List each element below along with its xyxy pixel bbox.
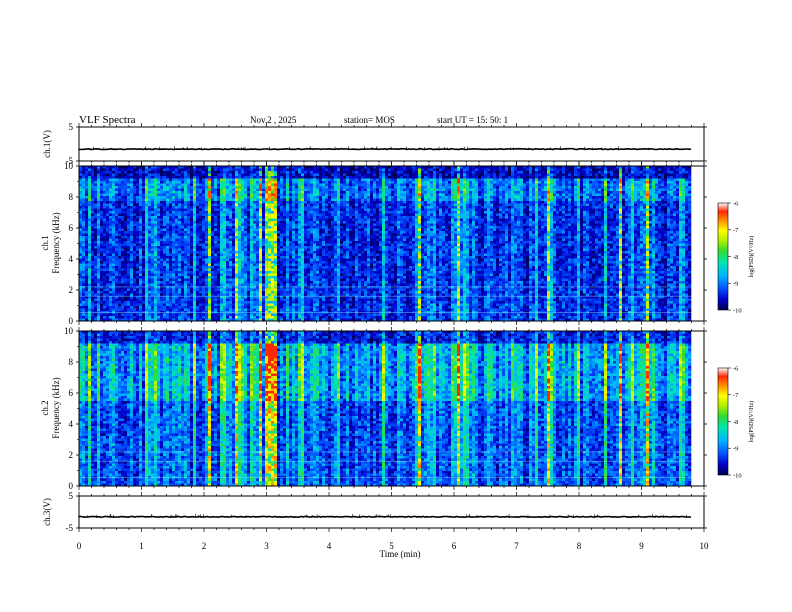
station-label: station= MOS xyxy=(344,115,395,125)
ch2-spectrogram-ytick-label: 4 xyxy=(69,419,74,429)
ch1-voltage-yaxis: 5 -5 xyxy=(66,122,707,166)
ch1-voltage-ylabel: ch.1(V) xyxy=(42,130,52,158)
ch1-voltage-content: 5 -5 xyxy=(66,122,707,166)
ch1-spectrogram-colorbar-tick-label: -6 xyxy=(733,200,739,207)
ch1-spectrogram-colorbar-tick-label: -9 xyxy=(733,281,738,288)
ch2-spectrogram-ylabel-top: ch.2 xyxy=(40,400,50,415)
ch2-spectrogram-colorbar-tick-label: -7 xyxy=(733,392,739,399)
ch1-spectrogram-ytick-label: 0 xyxy=(69,316,74,326)
ch2-spectrogram-heatmap xyxy=(79,331,692,487)
ch3-voltage-ytick-label: 5 xyxy=(69,491,74,501)
ch2-spectrogram-content: -6 -7 -8 -9 -10 log(PSD)(V²/Hz) 10 8 6 4 2 0 xyxy=(64,326,755,491)
panel-ch2-spectrogram xyxy=(78,330,705,487)
panel-ch3-voltage xyxy=(78,495,705,529)
dynamic-layer: 5-5-6-7-8-9-10log(PSD)(V²/Hz)1086420-6-7… xyxy=(64,122,755,551)
ch2-spectrogram-yaxis: 10 8 6 4 2 0 xyxy=(64,326,707,491)
ch2-spectrogram-colorbar xyxy=(717,367,729,476)
ch1-voltage-ytick-label: 5 xyxy=(69,122,74,132)
ch1-spectrogram-ytick-label: 8 xyxy=(69,192,74,202)
ch2-spectrogram-ytick-label: 2 xyxy=(69,450,74,460)
x-tick-label: 0 xyxy=(77,541,82,551)
x-tick-label: 5 xyxy=(389,541,394,551)
ch1-spectrogram-ytick-label: 6 xyxy=(69,223,74,233)
ch1-voltage-ytick-label: -5 xyxy=(66,156,74,166)
ch2-spectrogram-colorbar-tick-label: -8 xyxy=(733,419,738,426)
ch1-spectrogram-heatmap xyxy=(79,166,692,322)
ch1-spectrogram-colorbar xyxy=(717,202,729,311)
x-tick-label: 10 xyxy=(700,541,710,551)
ch1-spectrogram-ytick-label: 4 xyxy=(69,254,74,264)
ch2-spectrogram-colorbar-tick-label: -10 xyxy=(733,472,742,479)
ch3-voltage-ylabel: ch.3(V) xyxy=(42,498,52,526)
ch1-spectrogram-ytick-label: 2 xyxy=(69,285,74,295)
ch2-spectrogram-ytick-label: 8 xyxy=(69,357,74,367)
ch1-voltage-trace xyxy=(78,147,692,151)
x-axis-tick-labels: 0 1 2 3 4 5 6 7 8 9 10 xyxy=(77,541,709,551)
ch1-voltage-xticks xyxy=(78,123,705,165)
panel-ch1-spectrogram xyxy=(78,165,705,322)
ch1-spectrogram-ylabel: Frequency (kHz) xyxy=(51,212,61,273)
ch2-spectrogram-colorbar-label: log(PSD)(V²/Hz) xyxy=(748,401,755,442)
ch2-spectrogram-ytick-label: 0 xyxy=(69,481,74,491)
x-tick-label: 1 xyxy=(139,541,144,551)
ch2-spectrogram-ytick-label: 6 xyxy=(69,388,74,398)
x-tick-label: 6 xyxy=(452,541,457,551)
ch2-spectrogram-colorbar-tick-label: -9 xyxy=(733,446,738,453)
ch2-spectrogram-xticks xyxy=(78,327,705,490)
ch1-spectrogram-colorbar-tick-label: -10 xyxy=(733,307,742,314)
ch1-spectrogram-colorbar-tick-label: -7 xyxy=(733,227,739,234)
x-tick-label: 8 xyxy=(577,541,582,551)
ch1-spectrogram-empty-tail xyxy=(693,167,703,320)
x-axis-label: Time (min) xyxy=(380,549,421,559)
ch1-spectrogram-colorbar-label: log(PSD)(V²/Hz) xyxy=(748,236,755,277)
ch3-voltage-yaxis: 5 -5 xyxy=(66,491,707,533)
panel-ch1-voltage xyxy=(78,126,705,162)
figure-title: VLF Spectra xyxy=(79,114,136,126)
ch2-spectrogram-empty-tail xyxy=(693,332,703,485)
ch2-spectrogram-colorbar-tick-label: -6 xyxy=(733,365,739,372)
ch2-spectrogram-ylabel: Frequency (kHz) xyxy=(51,377,61,438)
x-tick-label: 4 xyxy=(327,541,332,551)
start-ut-label: start UT = 15: 50: 1 xyxy=(437,115,508,125)
ch1-spectrogram-content: -6 -7 -8 -9 -10 log(PSD)(V²/Hz) 10 8 6 4 2 0 xyxy=(64,161,755,326)
ch3-voltage-content: 5 -5 xyxy=(66,491,707,533)
x-tick-label: 3 xyxy=(264,541,269,551)
x-tick-label: 2 xyxy=(202,541,207,551)
ch3-voltage-ytick-label: -5 xyxy=(66,523,74,533)
ch1-spectrogram-ytick-label: 10 xyxy=(64,161,74,171)
date-label: Nov.2 , 2025 xyxy=(250,115,297,125)
ch1-spectrogram-colorbar-tick-label: -8 xyxy=(733,254,738,261)
ch3-voltage-xticks xyxy=(78,492,705,532)
x-tick-label: 7 xyxy=(514,541,519,551)
ch2-spectrogram-ytick-label: 10 xyxy=(64,326,74,336)
x-tick-label: 9 xyxy=(639,541,644,551)
ch1-spectrogram-ylabel-top: ch.1 xyxy=(40,235,50,250)
ch3-voltage-trace xyxy=(78,515,692,519)
